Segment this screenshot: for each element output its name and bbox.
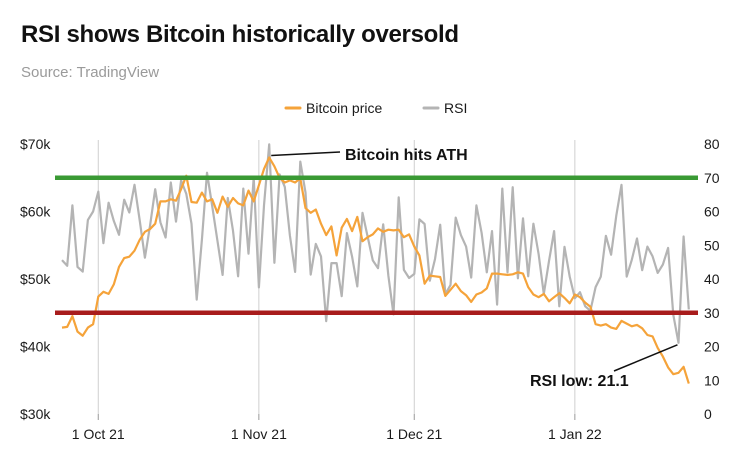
left-tick-label: $60k (20, 204, 51, 220)
right-tick-label: 20 (704, 339, 720, 355)
ath-annotation-label: Bitcoin hits ATH (345, 147, 468, 164)
gridlines (97, 140, 576, 414)
left-tick-label: $40k (20, 339, 51, 355)
right-axis: 0 10 20 30 40 50 60 70 80 (704, 136, 720, 422)
series-group (61, 143, 690, 384)
reference-lines (55, 175, 698, 315)
left-tick-label: $30k (20, 406, 51, 422)
ath-annotation-leader (271, 151, 341, 157)
legend-rsi-label: RSI (444, 100, 467, 116)
left-tick-label: $50k (20, 271, 51, 287)
left-axis: $30k $40k $50k $60k $70k (20, 136, 51, 422)
left-tick-label: $70k (20, 136, 51, 152)
right-tick-label: 70 (704, 170, 720, 186)
right-tick-label: 60 (704, 204, 720, 220)
price-line (61, 156, 690, 384)
chart-title: RSI shows Bitcoin historically oversold (21, 21, 459, 48)
x-tick-label: 1 Oct 21 (72, 426, 125, 442)
x-tick-label: 1 Dec 21 (386, 426, 442, 442)
right-tick-label: 50 (704, 237, 720, 253)
right-tick-label: 10 (704, 372, 720, 388)
x-axis: 1 Oct 21 1 Nov 21 1 Dec 21 1 Jan 22 (72, 414, 602, 442)
x-tick-label: 1 Nov 21 (231, 426, 287, 442)
annotations: Bitcoin hits ATH RSI low: 21.1 (271, 147, 678, 390)
chart-subtitle: Source: TradingView (21, 64, 160, 81)
right-tick-label: 30 (704, 305, 720, 321)
x-tick-label: 1 Jan 22 (548, 426, 602, 442)
rsi-line (61, 143, 690, 344)
right-tick-label: 40 (704, 271, 720, 287)
rsi-low-annotation-label: RSI low: 21.1 (530, 373, 629, 390)
right-tick-label: 80 (704, 136, 720, 152)
legend-price-label: Bitcoin price (306, 100, 382, 116)
legend: Bitcoin price RSI (284, 100, 467, 116)
rsi-low-annotation-leader (613, 344, 678, 372)
right-tick-label: 0 (704, 406, 712, 422)
